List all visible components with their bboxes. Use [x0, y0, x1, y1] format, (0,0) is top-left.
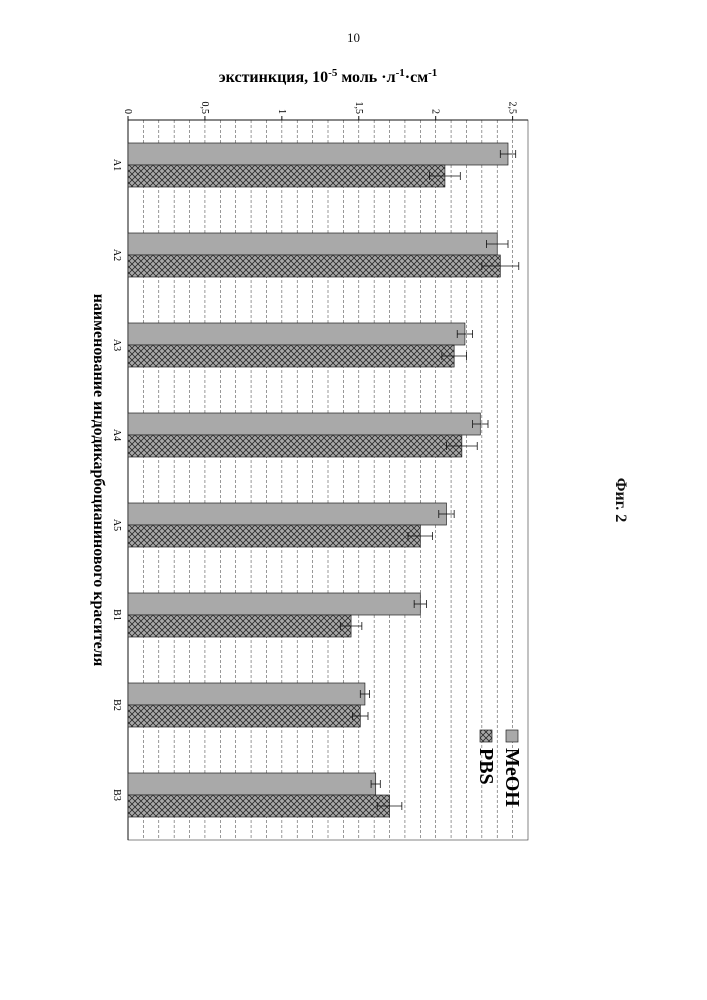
- y-tick-label: 0: [122, 109, 133, 114]
- legend-label-meoh: MeOH: [501, 748, 523, 807]
- legend-label-pbs: PBS: [475, 748, 497, 785]
- y-tick-label: 1: [276, 109, 287, 114]
- bar-meoh: [128, 773, 376, 795]
- bar-meoh: [128, 143, 508, 165]
- category-label: B3: [111, 789, 122, 801]
- category-label: B1: [111, 609, 122, 621]
- bar-pbs: [128, 165, 445, 187]
- category-label: A5: [111, 519, 122, 531]
- legend-swatch-pbs: [480, 730, 492, 742]
- bar-pbs: [128, 705, 360, 727]
- bar-meoh: [128, 233, 497, 255]
- bar-meoh: [128, 683, 365, 705]
- y-tick-label: 0,5: [199, 102, 210, 115]
- y-tick-label: 1,5: [353, 102, 364, 115]
- bar-meoh: [128, 323, 465, 345]
- x-axis-title: наименование индодикарбоцианинового крас…: [90, 294, 107, 667]
- bar-meoh: [128, 593, 420, 615]
- y-axis-title: экстинкция, 10-5 моль ·л-1·см-1: [219, 67, 438, 86]
- bar-pbs: [128, 255, 500, 277]
- category-label: A2: [111, 249, 122, 261]
- bar-pbs: [128, 525, 420, 547]
- bar-pbs: [128, 345, 454, 367]
- category-label: A3: [111, 339, 122, 351]
- category-label: A1: [111, 159, 122, 171]
- category-label: B2: [111, 699, 122, 711]
- y-tick-label: 2: [430, 109, 441, 114]
- figure-caption: Фиг. 2: [611, 478, 629, 522]
- y-tick-label: 2,5: [507, 102, 518, 115]
- bar-pbs: [128, 615, 351, 637]
- bar-pbs: [128, 795, 390, 817]
- category-label: A4: [111, 429, 122, 441]
- bar-meoh: [128, 413, 480, 435]
- bar-meoh: [128, 503, 446, 525]
- bar-pbs: [128, 435, 462, 457]
- legend-swatch-meoh: [506, 730, 518, 742]
